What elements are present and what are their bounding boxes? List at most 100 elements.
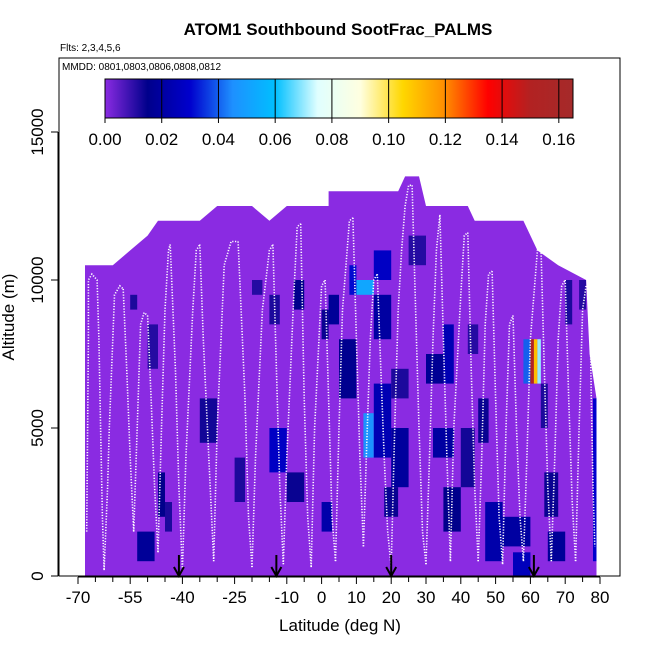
heatmap-cell [426,354,444,384]
y-tick-label: 0 [28,571,47,580]
heatmap-cell [373,294,392,340]
colorbar-tick-label: 0.06 [259,130,292,149]
heatmap-cell [269,428,287,473]
flight-track [512,315,525,562]
heatmap-cell [523,339,531,384]
x-tick-label: 70 [556,588,575,607]
flight-track [146,315,159,553]
x-axis: -70 -55 -40 -25 -10 0 10 20 30 40 50 60 70 80 [66,576,610,607]
heatmap-cell [433,428,454,458]
colorbar-tick-label: 0.16 [542,130,575,149]
heatmap-cell [443,324,454,384]
colorbar-tick-label: 0.14 [486,130,519,149]
x-tick-label: -40 [170,588,195,607]
colorbar-tick-label: 0.10 [372,130,405,149]
heatmap-cell [137,531,155,562]
flight-tracks [85,184,596,571]
heatmap-cell [158,472,165,517]
flight-track [491,271,504,565]
heatmap-cell [130,294,138,310]
flight-track [439,214,452,562]
y-axis: 0 5000 10000 15000 [28,108,59,581]
flight-track [540,241,553,562]
flight-track [564,279,577,562]
x-tick-label: 30 [417,588,436,607]
colorbar-tick-label: 0.00 [88,130,121,149]
colorbar: 0.00 0.02 0.04 0.06 0.08 0.10 0.12 0.14 0.16 [88,78,575,149]
heatmap-cell [199,398,218,443]
flight-track [132,311,149,532]
x-tick-label: 60 [521,588,540,607]
y-tick-label: 10000 [28,256,47,303]
heatmap-cell [321,502,332,532]
x-tick-label: -25 [222,588,247,607]
flight-track [122,288,135,532]
heatmap-cell [513,552,531,576]
heatmap-cell [593,398,597,562]
heatmap-cell [408,235,426,266]
heatmap-cell [234,457,245,502]
heatmap-cell [384,487,399,517]
y-axis-label: Altitude (m) [0,274,18,361]
flight-track [588,282,596,547]
heatmap-cell [533,339,538,384]
heatmap-cell [547,531,566,562]
heatmap-cell [321,309,329,340]
heatmap-cell [373,250,392,280]
x-tick-label: 10 [347,588,366,607]
flight-track [362,273,378,547]
heatmap-cell [544,472,559,517]
x-tick-label: 20 [382,588,401,607]
flight-track [181,244,201,571]
heatmap-cell [565,280,573,325]
flight-track [550,279,566,562]
heatmap-cell [339,339,357,399]
x-axis-label: Latitude (deg N) [279,616,401,635]
flight-track [477,270,493,562]
flight-track [425,214,441,565]
heatmap-cell [530,339,534,384]
flight-track [467,232,479,562]
flight-track [282,223,302,565]
heatmap-cell [467,324,479,354]
heatmap-cell [349,265,357,295]
flight-track [501,315,514,565]
heatmap-cell [363,413,374,458]
heatmap-cell [286,472,305,502]
flight-track [324,279,337,562]
plot-frame [58,57,621,577]
flight-track [169,244,184,571]
x-tick-label: 0 [317,588,326,607]
y-tick-label: 15000 [28,108,47,155]
flight-track [272,244,285,565]
plot-area [58,57,621,579]
x-tick-label: -10 [275,588,300,607]
heatmap-cell [540,383,548,428]
x-tick-label: 50 [486,588,505,607]
heatmap-cell [147,324,158,369]
x-tick-label: 40 [451,588,470,607]
colorbar-tick-label: 0.04 [202,130,235,149]
flight-track [237,241,253,568]
flight-track [103,284,124,571]
heatmap-cell [502,516,531,547]
heatmap-cell [252,280,263,295]
heatmap-cell [391,368,409,399]
heatmap-cell [579,280,587,310]
colorbar-ticks: 0.00 0.02 0.04 0.06 0.08 0.10 0.12 0.14 0.16 [88,79,575,149]
heatmap-cell [328,294,339,325]
y-tick-label: 5000 [28,409,47,447]
heatmap-cell [460,428,475,488]
x-tick-label: -70 [66,588,91,607]
colorbar-tick-label: 0.02 [145,130,178,149]
heatmap-cell [356,280,374,295]
flight-track [376,274,392,568]
heatmap-cells [130,235,597,576]
chart-title: ATOM1 Southbound SootFrac_PALMS [184,20,493,39]
flight-track [85,272,105,571]
mmdd-annotation: MMDD: 0801,0803,0806,0808,0812 [62,62,221,73]
flight-track [299,223,312,568]
x-tick-label: 80 [591,588,610,607]
flight-track [390,184,413,568]
